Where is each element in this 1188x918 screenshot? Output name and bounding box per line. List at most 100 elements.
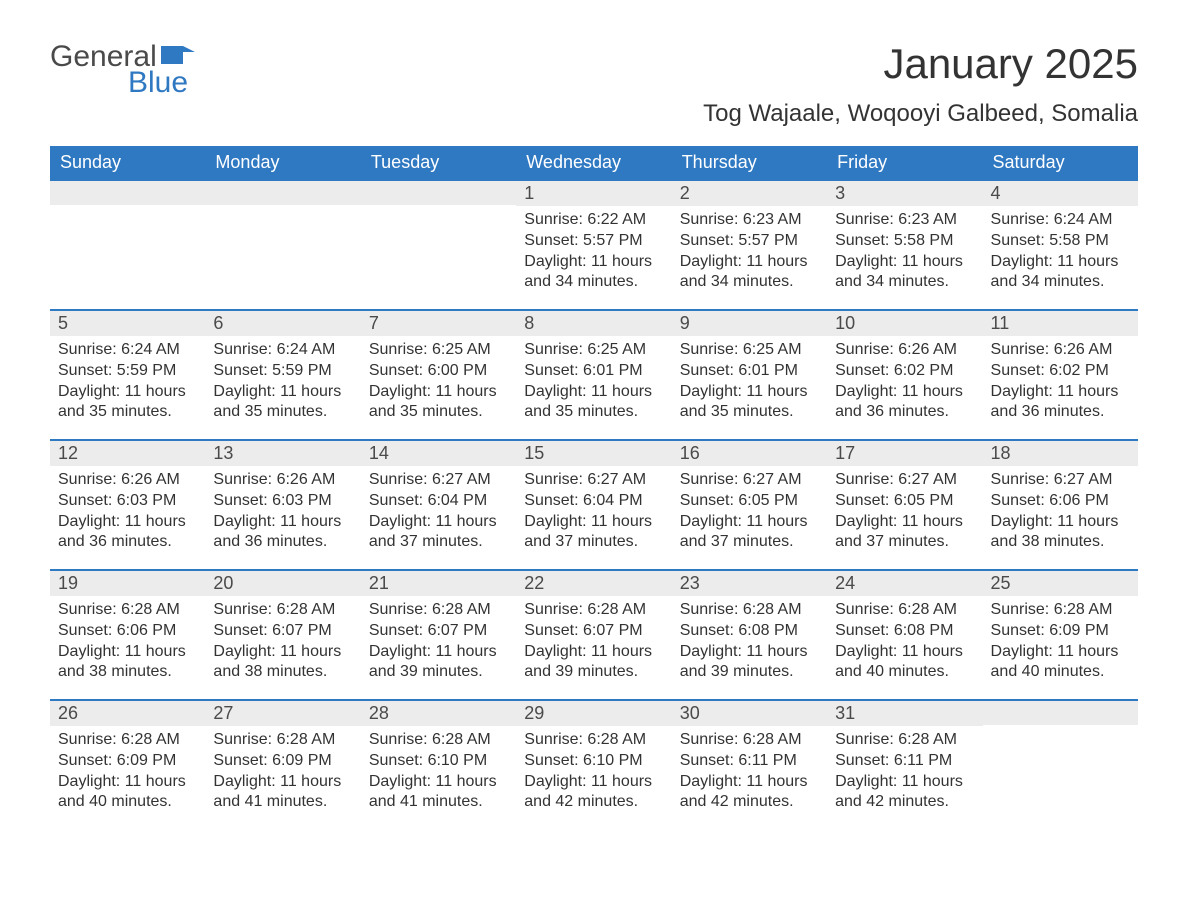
sunrise-value: 6:27 AM [743,471,802,488]
calendar-cell: 25Sunrise: 6:28 AMSunset: 6:09 PMDayligh… [983,569,1138,699]
weekday-header-row: SundayMondayTuesdayWednesdayThursdayFrid… [50,146,1138,179]
daylight-label: Daylight: [680,643,742,660]
sunset-line: Sunset: 6:03 PM [213,491,352,512]
sunset-value: 6:10 PM [583,752,643,769]
daylight-label: Daylight: [213,643,275,660]
daylight-line: Daylight: 11 hours and 34 minutes. [680,252,819,294]
sunset-value: 6:02 PM [894,362,954,379]
daylight-line: Daylight: 11 hours and 35 minutes. [369,382,508,424]
day-body: Sunrise: 6:28 AMSunset: 6:10 PMDaylight:… [361,726,516,823]
day-body: Sunrise: 6:26 AMSunset: 6:03 PMDaylight:… [205,466,360,563]
day-body: Sunrise: 6:28 AMSunset: 6:07 PMDaylight:… [361,596,516,693]
day-body: Sunrise: 6:23 AMSunset: 5:58 PMDaylight:… [827,206,982,303]
daylight-label: Daylight: [680,383,742,400]
sunset-value: 5:59 PM [272,362,332,379]
calendar-week-row: 26Sunrise: 6:28 AMSunset: 6:09 PMDayligh… [50,699,1138,829]
sunset-line: Sunset: 6:07 PM [213,621,352,642]
daylight-line: Daylight: 11 hours and 39 minutes. [369,642,508,684]
day-number-bar: 29 [516,699,671,726]
daylight-label: Daylight: [58,513,120,530]
sunset-line: Sunset: 6:10 PM [524,751,663,772]
daylight-line: Daylight: 11 hours and 37 minutes. [680,512,819,554]
calendar-cell: 11Sunrise: 6:26 AMSunset: 6:02 PMDayligh… [983,309,1138,439]
logo-word2: Blue [128,66,188,100]
daylight-label: Daylight: [835,773,897,790]
sunset-line: Sunset: 6:11 PM [835,751,974,772]
sunset-label: Sunset: [680,752,734,769]
day-number-bar: 27 [205,699,360,726]
sunrise-value: 6:28 AM [898,731,957,748]
calendar-week-row: 5Sunrise: 6:24 AMSunset: 5:59 PMDaylight… [50,309,1138,439]
calendar-cell: 18Sunrise: 6:27 AMSunset: 6:06 PMDayligh… [983,439,1138,569]
day-body: Sunrise: 6:28 AMSunset: 6:09 PMDaylight:… [50,726,205,823]
daylight-label: Daylight: [58,383,120,400]
day-body: Sunrise: 6:28 AMSunset: 6:07 PMDaylight:… [205,596,360,693]
day-number-bar: 28 [361,699,516,726]
sunrise-value: 6:25 AM [432,341,491,358]
sunrise-line: Sunrise: 6:28 AM [213,730,352,751]
day-number-bar: 13 [205,439,360,466]
daylight-line: Daylight: 11 hours and 38 minutes. [213,642,352,684]
calendar-cell: 3Sunrise: 6:23 AMSunset: 5:58 PMDaylight… [827,179,982,309]
daylight-label: Daylight: [680,513,742,530]
daylight-label: Daylight: [835,383,897,400]
day-number-bar: 12 [50,439,205,466]
sunset-label: Sunset: [835,232,889,249]
sunrise-label: Sunrise: [369,601,428,618]
sunrise-label: Sunrise: [213,341,272,358]
sunset-label: Sunset: [835,362,889,379]
day-body: Sunrise: 6:25 AMSunset: 6:00 PMDaylight:… [361,336,516,433]
daylight-line: Daylight: 11 hours and 35 minutes. [524,382,663,424]
calendar-cell: 28Sunrise: 6:28 AMSunset: 6:10 PMDayligh… [361,699,516,829]
daylight-line: Daylight: 11 hours and 40 minutes. [835,642,974,684]
sunrise-value: 6:28 AM [898,601,957,618]
sunset-value: 6:06 PM [1049,492,1109,509]
sunrise-value: 6:27 AM [1054,471,1113,488]
sunset-line: Sunset: 6:04 PM [524,491,663,512]
sunrise-label: Sunrise: [991,211,1050,228]
calendar-cell: 24Sunrise: 6:28 AMSunset: 6:08 PMDayligh… [827,569,982,699]
calendar-cell: 8Sunrise: 6:25 AMSunset: 6:01 PMDaylight… [516,309,671,439]
sunrise-value: 6:24 AM [277,341,336,358]
sunrise-line: Sunrise: 6:27 AM [991,470,1130,491]
sunset-line: Sunset: 5:59 PM [58,361,197,382]
sunset-label: Sunset: [213,362,267,379]
calendar-cell: 1Sunrise: 6:22 AMSunset: 5:57 PMDaylight… [516,179,671,309]
sunrise-line: Sunrise: 6:28 AM [991,600,1130,621]
sunset-line: Sunset: 6:11 PM [680,751,819,772]
sunset-label: Sunset: [680,232,734,249]
sunrise-line: Sunrise: 6:26 AM [835,340,974,361]
daylight-line: Daylight: 11 hours and 34 minutes. [991,252,1130,294]
daylight-line: Daylight: 11 hours and 39 minutes. [680,642,819,684]
daylight-line: Daylight: 11 hours and 35 minutes. [58,382,197,424]
sunrise-line: Sunrise: 6:25 AM [369,340,508,361]
sunset-value: 6:09 PM [1049,622,1109,639]
sunset-value: 6:01 PM [738,362,798,379]
sunrise-label: Sunrise: [524,341,583,358]
calendar-cell: 27Sunrise: 6:28 AMSunset: 6:09 PMDayligh… [205,699,360,829]
sunset-value: 6:04 PM [428,492,488,509]
sunrise-label: Sunrise: [524,471,583,488]
day-number-bar: 20 [205,569,360,596]
calendar-cell: 20Sunrise: 6:28 AMSunset: 6:07 PMDayligh… [205,569,360,699]
sunrise-label: Sunrise: [213,471,272,488]
day-number-bar: 15 [516,439,671,466]
daylight-line: Daylight: 11 hours and 34 minutes. [835,252,974,294]
daylight-line: Daylight: 11 hours and 36 minutes. [58,512,197,554]
sunrise-label: Sunrise: [369,731,428,748]
daylight-label: Daylight: [524,383,586,400]
sunrise-value: 6:27 AM [898,471,957,488]
sunset-label: Sunset: [213,752,267,769]
daylight-label: Daylight: [213,773,275,790]
day-number-bar [983,699,1138,725]
sunrise-line: Sunrise: 6:27 AM [680,470,819,491]
sunrise-line: Sunrise: 6:28 AM [213,600,352,621]
sunset-label: Sunset: [991,622,1045,639]
calendar-cell: 29Sunrise: 6:28 AMSunset: 6:10 PMDayligh… [516,699,671,829]
sunrise-value: 6:22 AM [587,211,646,228]
sunrise-value: 6:28 AM [587,601,646,618]
sunset-label: Sunset: [58,492,112,509]
sunrise-value: 6:28 AM [587,731,646,748]
calendar-cell: 13Sunrise: 6:26 AMSunset: 6:03 PMDayligh… [205,439,360,569]
weekday-header: Tuesday [361,146,516,179]
